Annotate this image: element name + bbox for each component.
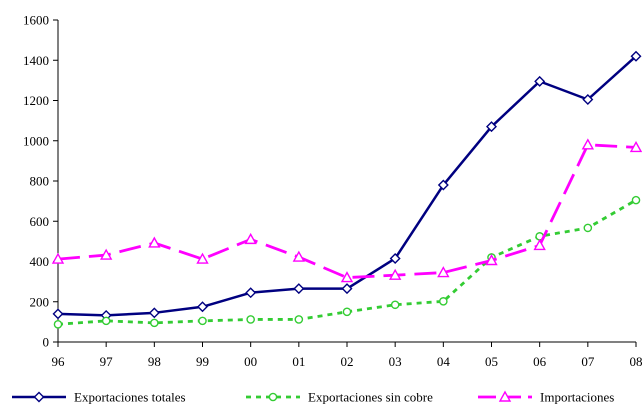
- data-point: [150, 318, 159, 328]
- data-point: [197, 301, 208, 313]
- data-point: [292, 250, 306, 262]
- x-tick-label: 08: [630, 354, 642, 369]
- data-point: [439, 297, 448, 306]
- y-tick-label: 600: [30, 214, 50, 229]
- series-layer: [51, 50, 642, 329]
- x-tick-label: 06: [533, 354, 547, 369]
- data-point: [244, 232, 257, 245]
- x-tick-label: 02: [341, 354, 354, 369]
- legend: Exportaciones totales Exportaciones sin c…: [12, 390, 614, 405]
- y-tick-label: 1600: [23, 13, 49, 28]
- data-point: [389, 252, 401, 264]
- x-tick-label: 05: [485, 354, 498, 369]
- data-point: [390, 300, 400, 310]
- data-point: [148, 307, 160, 319]
- data-point: [148, 236, 161, 248]
- legend-item: Exportaciones totales: [12, 390, 186, 405]
- series-3: [51, 138, 642, 283]
- data-point: [53, 319, 63, 329]
- y-axis-ticks: 0 200 400 600 800 1000 1200 1400 1600: [23, 13, 58, 350]
- series-line: [57, 198, 637, 326]
- data-point: [341, 283, 353, 295]
- legend-label: Exportaciones sin cobre: [308, 390, 433, 405]
- data-point: [534, 75, 546, 87]
- y-tick-label: 1000: [23, 133, 49, 148]
- y-tick-label: 800: [30, 174, 50, 189]
- data-point: [340, 271, 354, 283]
- data-point: [51, 252, 65, 264]
- x-tick-label: 07: [581, 354, 595, 369]
- legend-item: Exportaciones sin cobre: [246, 390, 433, 405]
- legend-label: Exportaciones totales: [74, 390, 186, 405]
- x-tick-label: 99: [196, 354, 209, 369]
- data-point: [437, 266, 450, 278]
- y-tick-label: 1400: [23, 53, 49, 68]
- legend-item: Importaciones: [478, 390, 614, 405]
- data-point: [533, 238, 546, 251]
- x-axis-ticks: 96 97 98 99 00 01 02 03 04 05 06 07 08: [52, 342, 642, 369]
- data-point: [245, 287, 257, 299]
- data-point: [582, 94, 594, 105]
- data-point: [581, 138, 595, 150]
- data-point: [342, 307, 352, 317]
- x-tick-label: 03: [389, 354, 402, 369]
- data-point: [246, 315, 255, 324]
- x-tick-label: 01: [292, 354, 305, 369]
- data-point: [198, 316, 207, 326]
- y-tick-label: 0: [43, 335, 50, 350]
- data-point: [631, 195, 641, 205]
- data-point: [99, 248, 113, 260]
- data-point: [294, 315, 304, 324]
- series-line: [57, 143, 637, 280]
- data-point: [52, 308, 64, 320]
- y-tick-label: 1200: [23, 93, 49, 108]
- series-2: [53, 195, 641, 329]
- data-point: [293, 283, 305, 295]
- data-point: [196, 252, 209, 264]
- data-point: [583, 223, 593, 233]
- data-point: [486, 121, 497, 133]
- y-tick-label: 200: [30, 294, 50, 309]
- x-tick-label: 96: [52, 354, 66, 369]
- data-point: [485, 254, 498, 266]
- data-point: [437, 179, 449, 191]
- data-point: [101, 316, 111, 326]
- legend-label: Importaciones: [540, 390, 614, 405]
- data-point: [630, 50, 642, 62]
- x-tick-label: 97: [100, 354, 114, 369]
- y-tick-label: 400: [30, 254, 50, 269]
- x-tick-label: 04: [437, 354, 451, 369]
- data-point: [388, 268, 402, 280]
- x-tick-label: 00: [244, 354, 257, 369]
- legend-marker: [33, 391, 45, 403]
- x-tick-label: 98: [148, 354, 161, 369]
- legend-marker: [498, 390, 512, 402]
- data-point: [629, 140, 642, 153]
- legend-marker: [268, 392, 278, 402]
